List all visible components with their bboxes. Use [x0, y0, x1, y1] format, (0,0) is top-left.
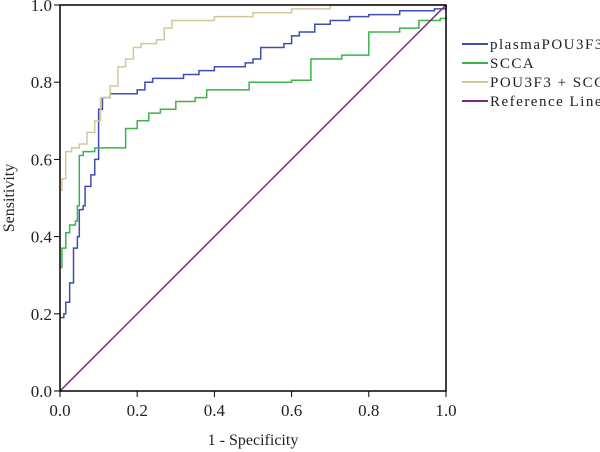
legend: plasmaPOU3F3 SCCA POU3F3 + SCCA Reference L…	[462, 37, 600, 110]
y-axis-label: Sensitivity	[1, 164, 18, 232]
y-tick-label: 0.2	[31, 305, 52, 324]
y-tick-label: 1.0	[31, 0, 52, 15]
x-tick-label: 0.8	[358, 401, 379, 420]
x-axis-label: 1 - Specificity	[208, 432, 299, 449]
series-line-plasmapou3f3	[60, 5, 447, 319]
x-tick-label: 0.0	[49, 401, 70, 420]
legend-label: plasmaPOU3F3	[490, 37, 600, 53]
series-line-scca	[60, 16, 447, 269]
x-tick-label: 0.6	[281, 401, 302, 420]
y-tick-label: 0.0	[31, 382, 52, 401]
legend-label: SCCA	[490, 56, 535, 72]
y-tick-label: 0.8	[31, 73, 52, 92]
x-tick-label: 0.4	[204, 401, 226, 420]
legend-label: Reference Line	[490, 94, 600, 110]
y-tick-label: 0.4	[31, 228, 53, 247]
series-line-pou3f3-scca	[60, 4, 446, 192]
y-tick-label: 0.6	[31, 150, 52, 169]
plot-frame	[59, 4, 447, 392]
legend-label: POU3F3 + SCCA	[490, 75, 600, 91]
x-tick-label: 1.0	[435, 401, 456, 420]
x-tick-label: 0.2	[127, 401, 148, 420]
series-line-reference-line	[59, 4, 447, 392]
